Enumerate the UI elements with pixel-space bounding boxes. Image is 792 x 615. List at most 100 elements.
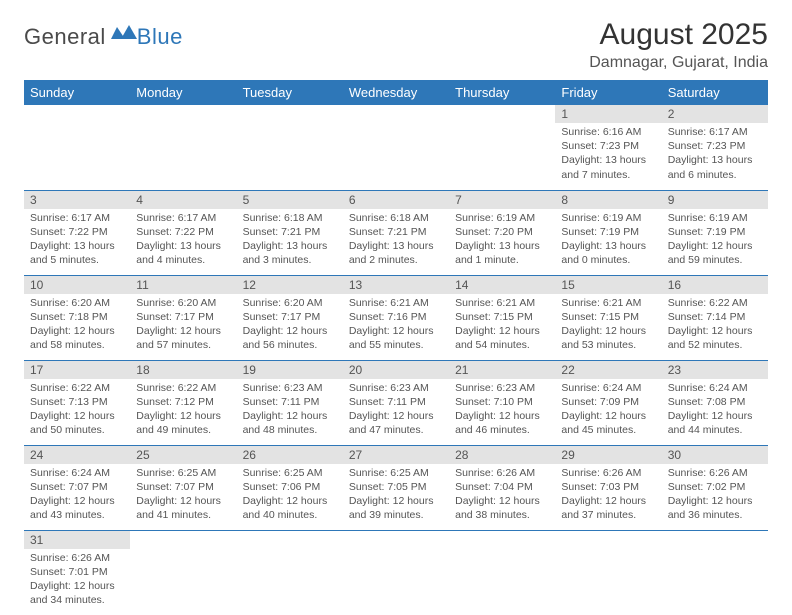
day-details: Sunrise: 6:18 AMSunset: 7:21 PMDaylight:…: [343, 209, 449, 272]
daylight-text: Daylight: 13 hours and 6 minutes.: [668, 153, 762, 181]
day-header: Thursday: [449, 80, 555, 105]
calendar-cell: 31Sunrise: 6:26 AMSunset: 7:01 PMDayligh…: [24, 530, 130, 615]
day-number: 30: [662, 446, 768, 464]
sunset-text: Sunset: 7:21 PM: [349, 225, 443, 239]
day-number: 10: [24, 276, 130, 294]
sunset-text: Sunset: 7:23 PM: [668, 139, 762, 153]
calendar-cell: 18Sunrise: 6:22 AMSunset: 7:12 PMDayligh…: [130, 360, 236, 445]
daylight-text: Daylight: 13 hours and 0 minutes.: [561, 239, 655, 267]
sunrise-text: Sunrise: 6:25 AM: [349, 466, 443, 480]
day-details: Sunrise: 6:24 AMSunset: 7:08 PMDaylight:…: [662, 379, 768, 442]
day-number: 23: [662, 361, 768, 379]
day-details: Sunrise: 6:22 AMSunset: 7:12 PMDaylight:…: [130, 379, 236, 442]
daylight-text: Daylight: 12 hours and 34 minutes.: [30, 579, 124, 607]
day-details: Sunrise: 6:23 AMSunset: 7:11 PMDaylight:…: [343, 379, 449, 442]
day-details: Sunrise: 6:18 AMSunset: 7:21 PMDaylight:…: [237, 209, 343, 272]
calendar-cell: 29Sunrise: 6:26 AMSunset: 7:03 PMDayligh…: [555, 445, 661, 530]
day-details: Sunrise: 6:26 AMSunset: 7:03 PMDaylight:…: [555, 464, 661, 527]
daylight-text: Daylight: 13 hours and 4 minutes.: [136, 239, 230, 267]
day-number: 13: [343, 276, 449, 294]
day-details: Sunrise: 6:17 AMSunset: 7:22 PMDaylight:…: [24, 209, 130, 272]
calendar-cell: 13Sunrise: 6:21 AMSunset: 7:16 PMDayligh…: [343, 275, 449, 360]
day-header: Friday: [555, 80, 661, 105]
calendar-cell: [662, 530, 768, 615]
logo: General Blue: [24, 18, 183, 50]
day-number: 28: [449, 446, 555, 464]
sunset-text: Sunset: 7:14 PM: [668, 310, 762, 324]
calendar-cell: 8Sunrise: 6:19 AMSunset: 7:19 PMDaylight…: [555, 190, 661, 275]
day-number: 12: [237, 276, 343, 294]
calendar-cell: 1Sunrise: 6:16 AMSunset: 7:23 PMDaylight…: [555, 105, 661, 190]
sunset-text: Sunset: 7:15 PM: [455, 310, 549, 324]
day-details: Sunrise: 6:19 AMSunset: 7:19 PMDaylight:…: [662, 209, 768, 272]
day-details: Sunrise: 6:19 AMSunset: 7:19 PMDaylight:…: [555, 209, 661, 272]
daylight-text: Daylight: 12 hours and 41 minutes.: [136, 494, 230, 522]
day-details: Sunrise: 6:25 AMSunset: 7:05 PMDaylight:…: [343, 464, 449, 527]
sunset-text: Sunset: 7:22 PM: [136, 225, 230, 239]
day-details: Sunrise: 6:16 AMSunset: 7:23 PMDaylight:…: [555, 123, 661, 186]
calendar-cell: 25Sunrise: 6:25 AMSunset: 7:07 PMDayligh…: [130, 445, 236, 530]
calendar-cell: 2Sunrise: 6:17 AMSunset: 7:23 PMDaylight…: [662, 105, 768, 190]
daylight-text: Daylight: 12 hours and 37 minutes.: [561, 494, 655, 522]
day-number: 19: [237, 361, 343, 379]
calendar-cell: 26Sunrise: 6:25 AMSunset: 7:06 PMDayligh…: [237, 445, 343, 530]
day-details: Sunrise: 6:26 AMSunset: 7:02 PMDaylight:…: [662, 464, 768, 527]
daylight-text: Daylight: 12 hours and 39 minutes.: [349, 494, 443, 522]
sunset-text: Sunset: 7:05 PM: [349, 480, 443, 494]
calendar-cell: [343, 105, 449, 190]
daylight-text: Daylight: 12 hours and 54 minutes.: [455, 324, 549, 352]
calendar-cell: [24, 105, 130, 190]
day-header: Tuesday: [237, 80, 343, 105]
day-details: Sunrise: 6:17 AMSunset: 7:22 PMDaylight:…: [130, 209, 236, 272]
day-number: 31: [24, 531, 130, 549]
sunset-text: Sunset: 7:02 PM: [668, 480, 762, 494]
sunrise-text: Sunrise: 6:20 AM: [136, 296, 230, 310]
day-details: Sunrise: 6:21 AMSunset: 7:15 PMDaylight:…: [555, 294, 661, 357]
day-details: Sunrise: 6:21 AMSunset: 7:16 PMDaylight:…: [343, 294, 449, 357]
day-number: 27: [343, 446, 449, 464]
calendar-cell: [237, 530, 343, 615]
daylight-text: Daylight: 12 hours and 57 minutes.: [136, 324, 230, 352]
calendar-cell: [555, 530, 661, 615]
day-number: 15: [555, 276, 661, 294]
daylight-text: Daylight: 12 hours and 50 minutes.: [30, 409, 124, 437]
day-details: Sunrise: 6:23 AMSunset: 7:10 PMDaylight:…: [449, 379, 555, 442]
sunrise-text: Sunrise: 6:20 AM: [30, 296, 124, 310]
sunrise-text: Sunrise: 6:24 AM: [561, 381, 655, 395]
calendar-table: SundayMondayTuesdayWednesdayThursdayFrid…: [24, 80, 768, 615]
calendar-header-row: SundayMondayTuesdayWednesdayThursdayFrid…: [24, 80, 768, 105]
day-details: Sunrise: 6:26 AMSunset: 7:01 PMDaylight:…: [24, 549, 130, 612]
day-details: Sunrise: 6:24 AMSunset: 7:09 PMDaylight:…: [555, 379, 661, 442]
daylight-text: Daylight: 12 hours and 43 minutes.: [30, 494, 124, 522]
sunrise-text: Sunrise: 6:25 AM: [243, 466, 337, 480]
sunrise-text: Sunrise: 6:19 AM: [455, 211, 549, 225]
calendar-cell: 20Sunrise: 6:23 AMSunset: 7:11 PMDayligh…: [343, 360, 449, 445]
calendar-cell: 3Sunrise: 6:17 AMSunset: 7:22 PMDaylight…: [24, 190, 130, 275]
day-number: 9: [662, 191, 768, 209]
sunset-text: Sunset: 7:07 PM: [30, 480, 124, 494]
calendar-cell: 16Sunrise: 6:22 AMSunset: 7:14 PMDayligh…: [662, 275, 768, 360]
day-details: Sunrise: 6:24 AMSunset: 7:07 PMDaylight:…: [24, 464, 130, 527]
calendar-cell: 14Sunrise: 6:21 AMSunset: 7:15 PMDayligh…: [449, 275, 555, 360]
daylight-text: Daylight: 12 hours and 36 minutes.: [668, 494, 762, 522]
calendar-cell: 23Sunrise: 6:24 AMSunset: 7:08 PMDayligh…: [662, 360, 768, 445]
calendar-cell: 28Sunrise: 6:26 AMSunset: 7:04 PMDayligh…: [449, 445, 555, 530]
header: General Blue August 2025 Damnagar, Gujar…: [24, 18, 768, 72]
sunrise-text: Sunrise: 6:18 AM: [349, 211, 443, 225]
sunset-text: Sunset: 7:19 PM: [561, 225, 655, 239]
calendar-cell: [237, 105, 343, 190]
day-details: Sunrise: 6:25 AMSunset: 7:06 PMDaylight:…: [237, 464, 343, 527]
sunrise-text: Sunrise: 6:17 AM: [30, 211, 124, 225]
calendar-cell: 12Sunrise: 6:20 AMSunset: 7:17 PMDayligh…: [237, 275, 343, 360]
sunrise-text: Sunrise: 6:21 AM: [455, 296, 549, 310]
sunset-text: Sunset: 7:03 PM: [561, 480, 655, 494]
day-number: 25: [130, 446, 236, 464]
calendar-cell: [130, 530, 236, 615]
sunset-text: Sunset: 7:19 PM: [668, 225, 762, 239]
day-header: Monday: [130, 80, 236, 105]
sunset-text: Sunset: 7:10 PM: [455, 395, 549, 409]
sunset-text: Sunset: 7:04 PM: [455, 480, 549, 494]
logo-flag-icon: [111, 25, 137, 46]
day-number: 16: [662, 276, 768, 294]
day-number: 29: [555, 446, 661, 464]
